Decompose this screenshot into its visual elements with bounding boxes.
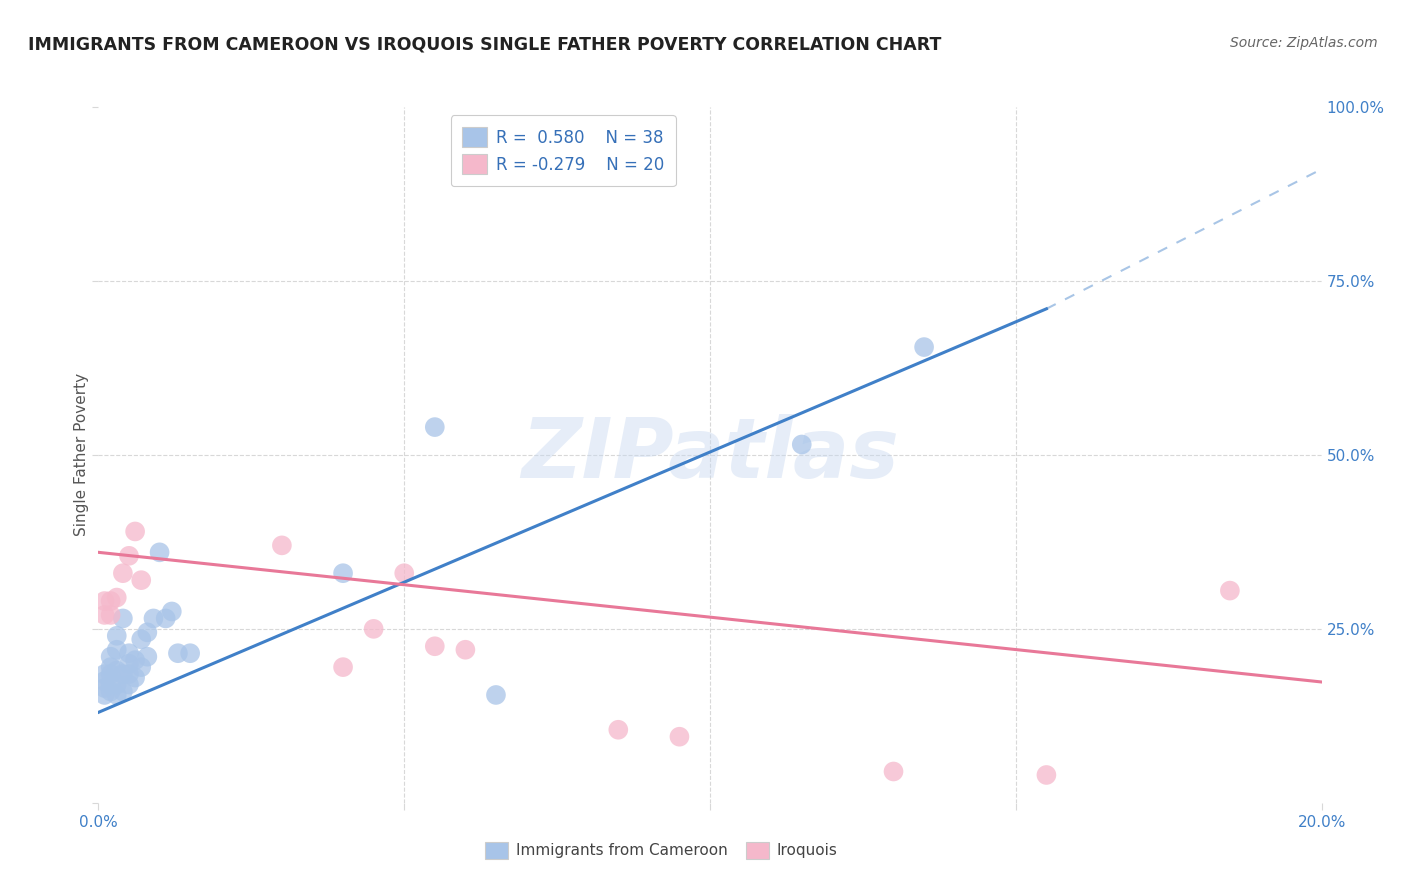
Point (124, 671, 146, 685)
Point (454, 642, 477, 657)
Point (149, 545, 172, 559)
Point (100, 677, 122, 691)
Point (155, 611, 177, 625)
Point (111, 566, 134, 581)
Point (93, 688, 115, 702)
Point (129, 632, 152, 647)
Point (485, 688, 508, 702)
Point (105, 677, 128, 691)
Point (118, 657, 141, 671)
Point (105, 642, 128, 657)
Point (668, 730, 690, 744)
Point (118, 667, 141, 681)
Point (111, 667, 134, 681)
Point (423, 420, 446, 434)
Point (607, 723, 630, 737)
Point (270, 538, 292, 552)
Point (105, 664, 128, 678)
Point (332, 566, 354, 581)
Point (179, 646, 201, 660)
Point (105, 629, 128, 643)
Point (111, 611, 134, 625)
Point (160, 605, 183, 619)
Point (142, 611, 165, 625)
Text: ZIPatlas: ZIPatlas (522, 415, 898, 495)
Point (105, 688, 128, 702)
Point (100, 660, 122, 674)
Point (93, 594, 115, 608)
Point (363, 622, 385, 636)
Point (1219, 583, 1241, 598)
Point (423, 639, 446, 653)
Point (392, 566, 416, 581)
Point (93, 674, 115, 689)
Point (790, 437, 813, 451)
Point (100, 667, 122, 681)
Point (93, 681, 115, 695)
Point (129, 573, 152, 587)
Point (118, 677, 141, 691)
Point (93, 607, 115, 622)
Point (100, 684, 122, 698)
Point (129, 660, 152, 674)
Point (118, 646, 141, 660)
Point (100, 649, 122, 664)
Point (136, 625, 159, 640)
Y-axis label: Single Father Poverty: Single Father Poverty (73, 374, 89, 536)
Point (332, 660, 354, 674)
Point (111, 684, 134, 698)
Text: Source: ZipAtlas.com: Source: ZipAtlas.com (1230, 36, 1378, 50)
Point (167, 646, 190, 660)
Point (124, 524, 146, 539)
Legend: Immigrants from Cameroon, Iroquois: Immigrants from Cameroon, Iroquois (479, 836, 844, 864)
Point (136, 649, 159, 664)
Point (93, 667, 115, 681)
Point (100, 594, 122, 608)
Point (105, 591, 128, 605)
Point (124, 653, 146, 667)
Point (912, 340, 935, 354)
Point (883, 764, 905, 779)
Point (1035, 768, 1057, 782)
Text: IMMIGRANTS FROM CAMEROON VS IROQUOIS SINGLE FATHER POVERTY CORRELATION CHART: IMMIGRANTS FROM CAMEROON VS IROQUOIS SIN… (28, 36, 942, 54)
Point (100, 607, 122, 622)
Point (118, 549, 141, 563)
